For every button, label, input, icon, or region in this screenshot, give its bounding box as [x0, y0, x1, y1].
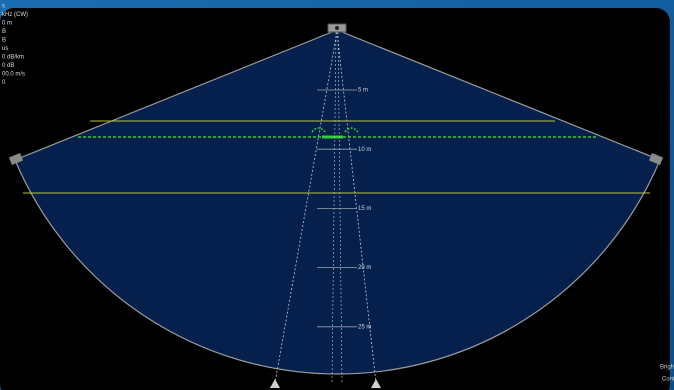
beam-handle[interactable]	[371, 379, 381, 388]
status-line: B	[2, 38, 6, 44]
depth-label: 10 m	[358, 147, 371, 153]
beam-line	[337, 31, 343, 384]
depth-label: 15 m	[358, 206, 371, 212]
status-line: 0 dB	[2, 63, 14, 69]
status-line: 00.0 m/s	[2, 72, 25, 78]
beam-line	[331, 31, 337, 384]
control-label[interactable]: Brigh	[660, 365, 674, 371]
beam-handle[interactable]	[270, 379, 280, 388]
sector-handle[interactable]	[8, 153, 24, 165]
depth-label: 25 m	[358, 324, 371, 330]
beam-line	[336, 31, 377, 384]
target-arc	[344, 127, 359, 133]
depth-label: 20 m	[358, 265, 371, 271]
status-line: B	[2, 29, 6, 35]
transducer-dot	[335, 26, 339, 30]
status-line: s	[2, 4, 5, 10]
depth-scale: 5 m 10 m 15 m 20 m 25 m	[317, 88, 371, 330]
status-line: 0 m	[2, 21, 12, 27]
status-line: 0	[2, 80, 6, 86]
status-line: 0 dB/km	[2, 55, 24, 61]
controls: Brigh Cont	[660, 365, 674, 383]
control-label[interactable]: Cont	[662, 377, 674, 383]
depth-label: 5 m	[358, 88, 368, 94]
target-arc	[311, 127, 326, 133]
sector-handle[interactable]	[648, 153, 664, 165]
status-line: us	[2, 46, 8, 52]
status-line: kHz (CW)	[2, 12, 28, 18]
beam-line	[274, 31, 338, 384]
sonar-sector	[14, 29, 661, 375]
